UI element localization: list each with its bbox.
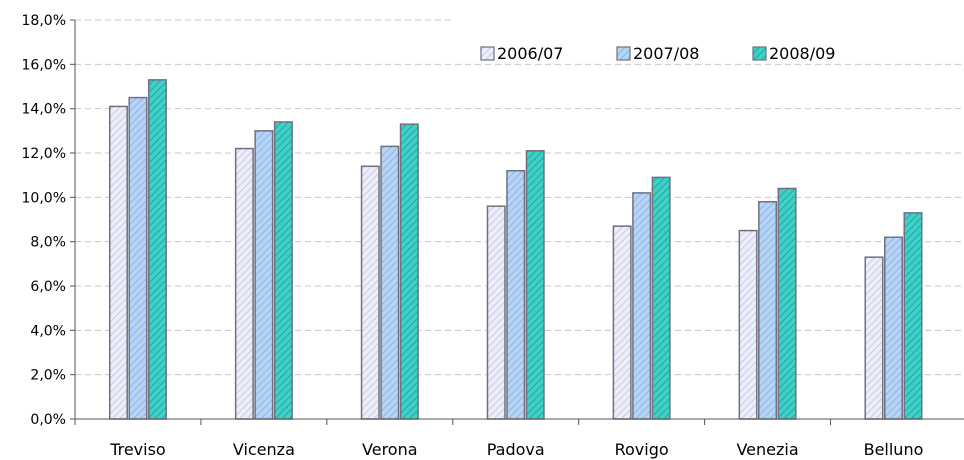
bar-rovigo-2007-08 [632, 192, 652, 420]
bar-belluno-2008-09 [903, 212, 923, 420]
x-category-label: Padova [487, 440, 545, 459]
legend-label: 2008/09 [769, 44, 835, 63]
bar-belluno-2006-07 [864, 256, 884, 420]
bar-treviso-2008-09 [147, 79, 167, 420]
x-category-label: Vicenza [233, 440, 295, 459]
bar-verona-2008-09 [399, 123, 419, 420]
y-tick-label: 4,0% [30, 323, 66, 339]
legend-swatch [480, 46, 495, 61]
legend-label: 2006/07 [497, 44, 563, 63]
legend: 2006/07 2007/08 2008/09 [480, 44, 835, 63]
bar-venezia-2007-08 [758, 201, 778, 420]
y-tick-label: 14,0% [22, 102, 66, 118]
y-tick-label: 6,0% [30, 279, 66, 295]
axes: 0,0% 2,0% 4,0% 6,0% 8,0% 10,0% 12,0% 14,0% 16,0%… [22, 13, 964, 459]
bar-treviso-2006-07 [108, 105, 128, 420]
y-tick-label: 18,0% [22, 13, 66, 29]
y-tick-label: 12,0% [22, 146, 66, 162]
bar-padova-2006-07 [486, 205, 506, 420]
x-category-label: Rovigo [615, 440, 669, 459]
bar-belluno-2007-08 [883, 236, 903, 420]
legend-swatch [752, 46, 767, 61]
bar-padova-2007-08 [506, 169, 526, 420]
bar-vicenza-2006-07 [234, 147, 254, 420]
legend-label: 2007/08 [633, 44, 699, 63]
bar-venezia-2006-07 [738, 229, 758, 420]
y-tick-label: 10,0% [22, 190, 66, 206]
y-tick-label: 2,0% [30, 368, 66, 384]
bar-vicenza-2007-08 [254, 130, 274, 420]
bar-vicenza-2008-09 [273, 121, 293, 420]
bars [108, 79, 923, 420]
y-tick-label: 16,0% [22, 57, 66, 73]
bar-rovigo-2008-09 [651, 176, 671, 420]
legend-swatch [616, 46, 631, 61]
bar-verona-2007-08 [380, 145, 400, 420]
bar-padova-2008-09 [525, 150, 545, 420]
x-category-label: Verona [362, 440, 418, 459]
bar-treviso-2007-08 [128, 96, 148, 420]
x-category-label: Treviso [109, 440, 166, 459]
y-tick-label: 0,0% [30, 412, 66, 428]
bar-rovigo-2006-07 [612, 225, 632, 420]
bar-venezia-2008-09 [777, 187, 797, 420]
bar-verona-2006-07 [360, 165, 380, 420]
x-category-label: Venezia [736, 440, 798, 459]
y-tick-label: 8,0% [30, 235, 66, 251]
x-category-label: Belluno [864, 440, 924, 459]
